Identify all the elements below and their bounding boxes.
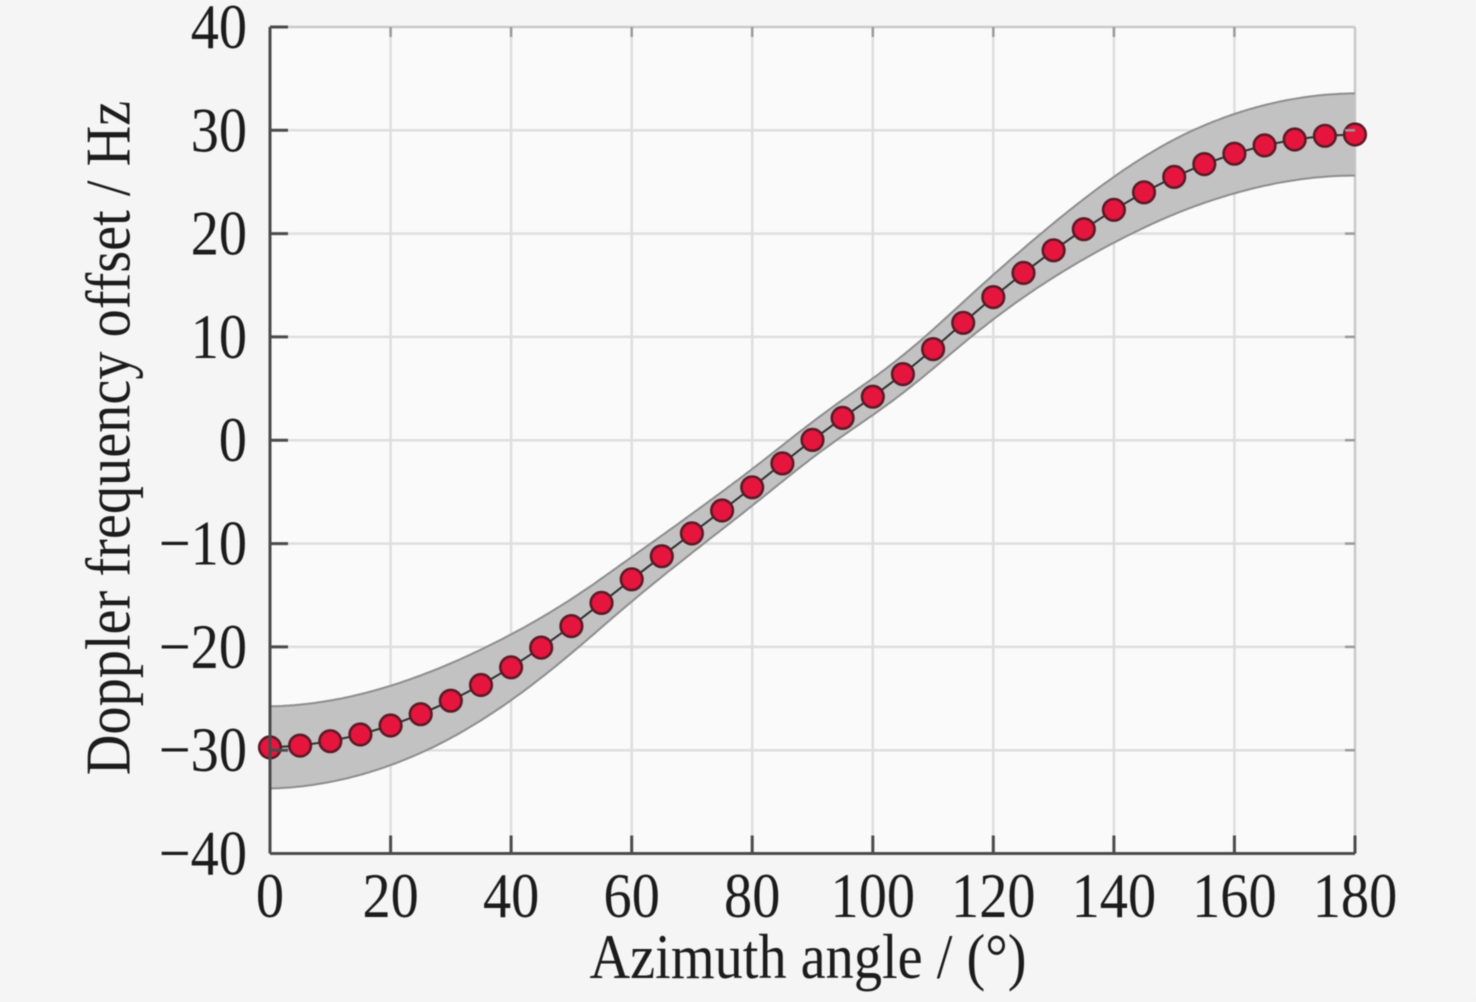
svg-text:60: 60 bbox=[604, 860, 660, 931]
svg-text:140: 140 bbox=[1072, 860, 1157, 931]
svg-text:120: 120 bbox=[951, 860, 1036, 931]
svg-text:−40: −40 bbox=[159, 818, 247, 889]
svg-text:−10: −10 bbox=[159, 508, 247, 579]
svg-text:Doppler frequency offset / Hz: Doppler frequency offset / Hz bbox=[73, 101, 144, 776]
svg-text:80: 80 bbox=[724, 860, 780, 931]
svg-text:30: 30 bbox=[191, 94, 247, 165]
svg-text:20: 20 bbox=[362, 860, 418, 931]
svg-text:160: 160 bbox=[1192, 860, 1277, 931]
svg-text:40: 40 bbox=[191, 0, 247, 62]
svg-text:180: 180 bbox=[1313, 860, 1398, 931]
svg-text:−30: −30 bbox=[159, 714, 247, 785]
svg-text:0: 0 bbox=[219, 404, 247, 475]
svg-text:20: 20 bbox=[191, 198, 247, 269]
svg-text:0: 0 bbox=[256, 860, 284, 931]
svg-text:40: 40 bbox=[483, 860, 539, 931]
svg-text:−20: −20 bbox=[159, 611, 247, 682]
svg-text:Azimuth angle / (°): Azimuth angle / (°) bbox=[590, 921, 1027, 992]
svg-text:100: 100 bbox=[831, 860, 916, 931]
svg-text:10: 10 bbox=[191, 301, 247, 372]
